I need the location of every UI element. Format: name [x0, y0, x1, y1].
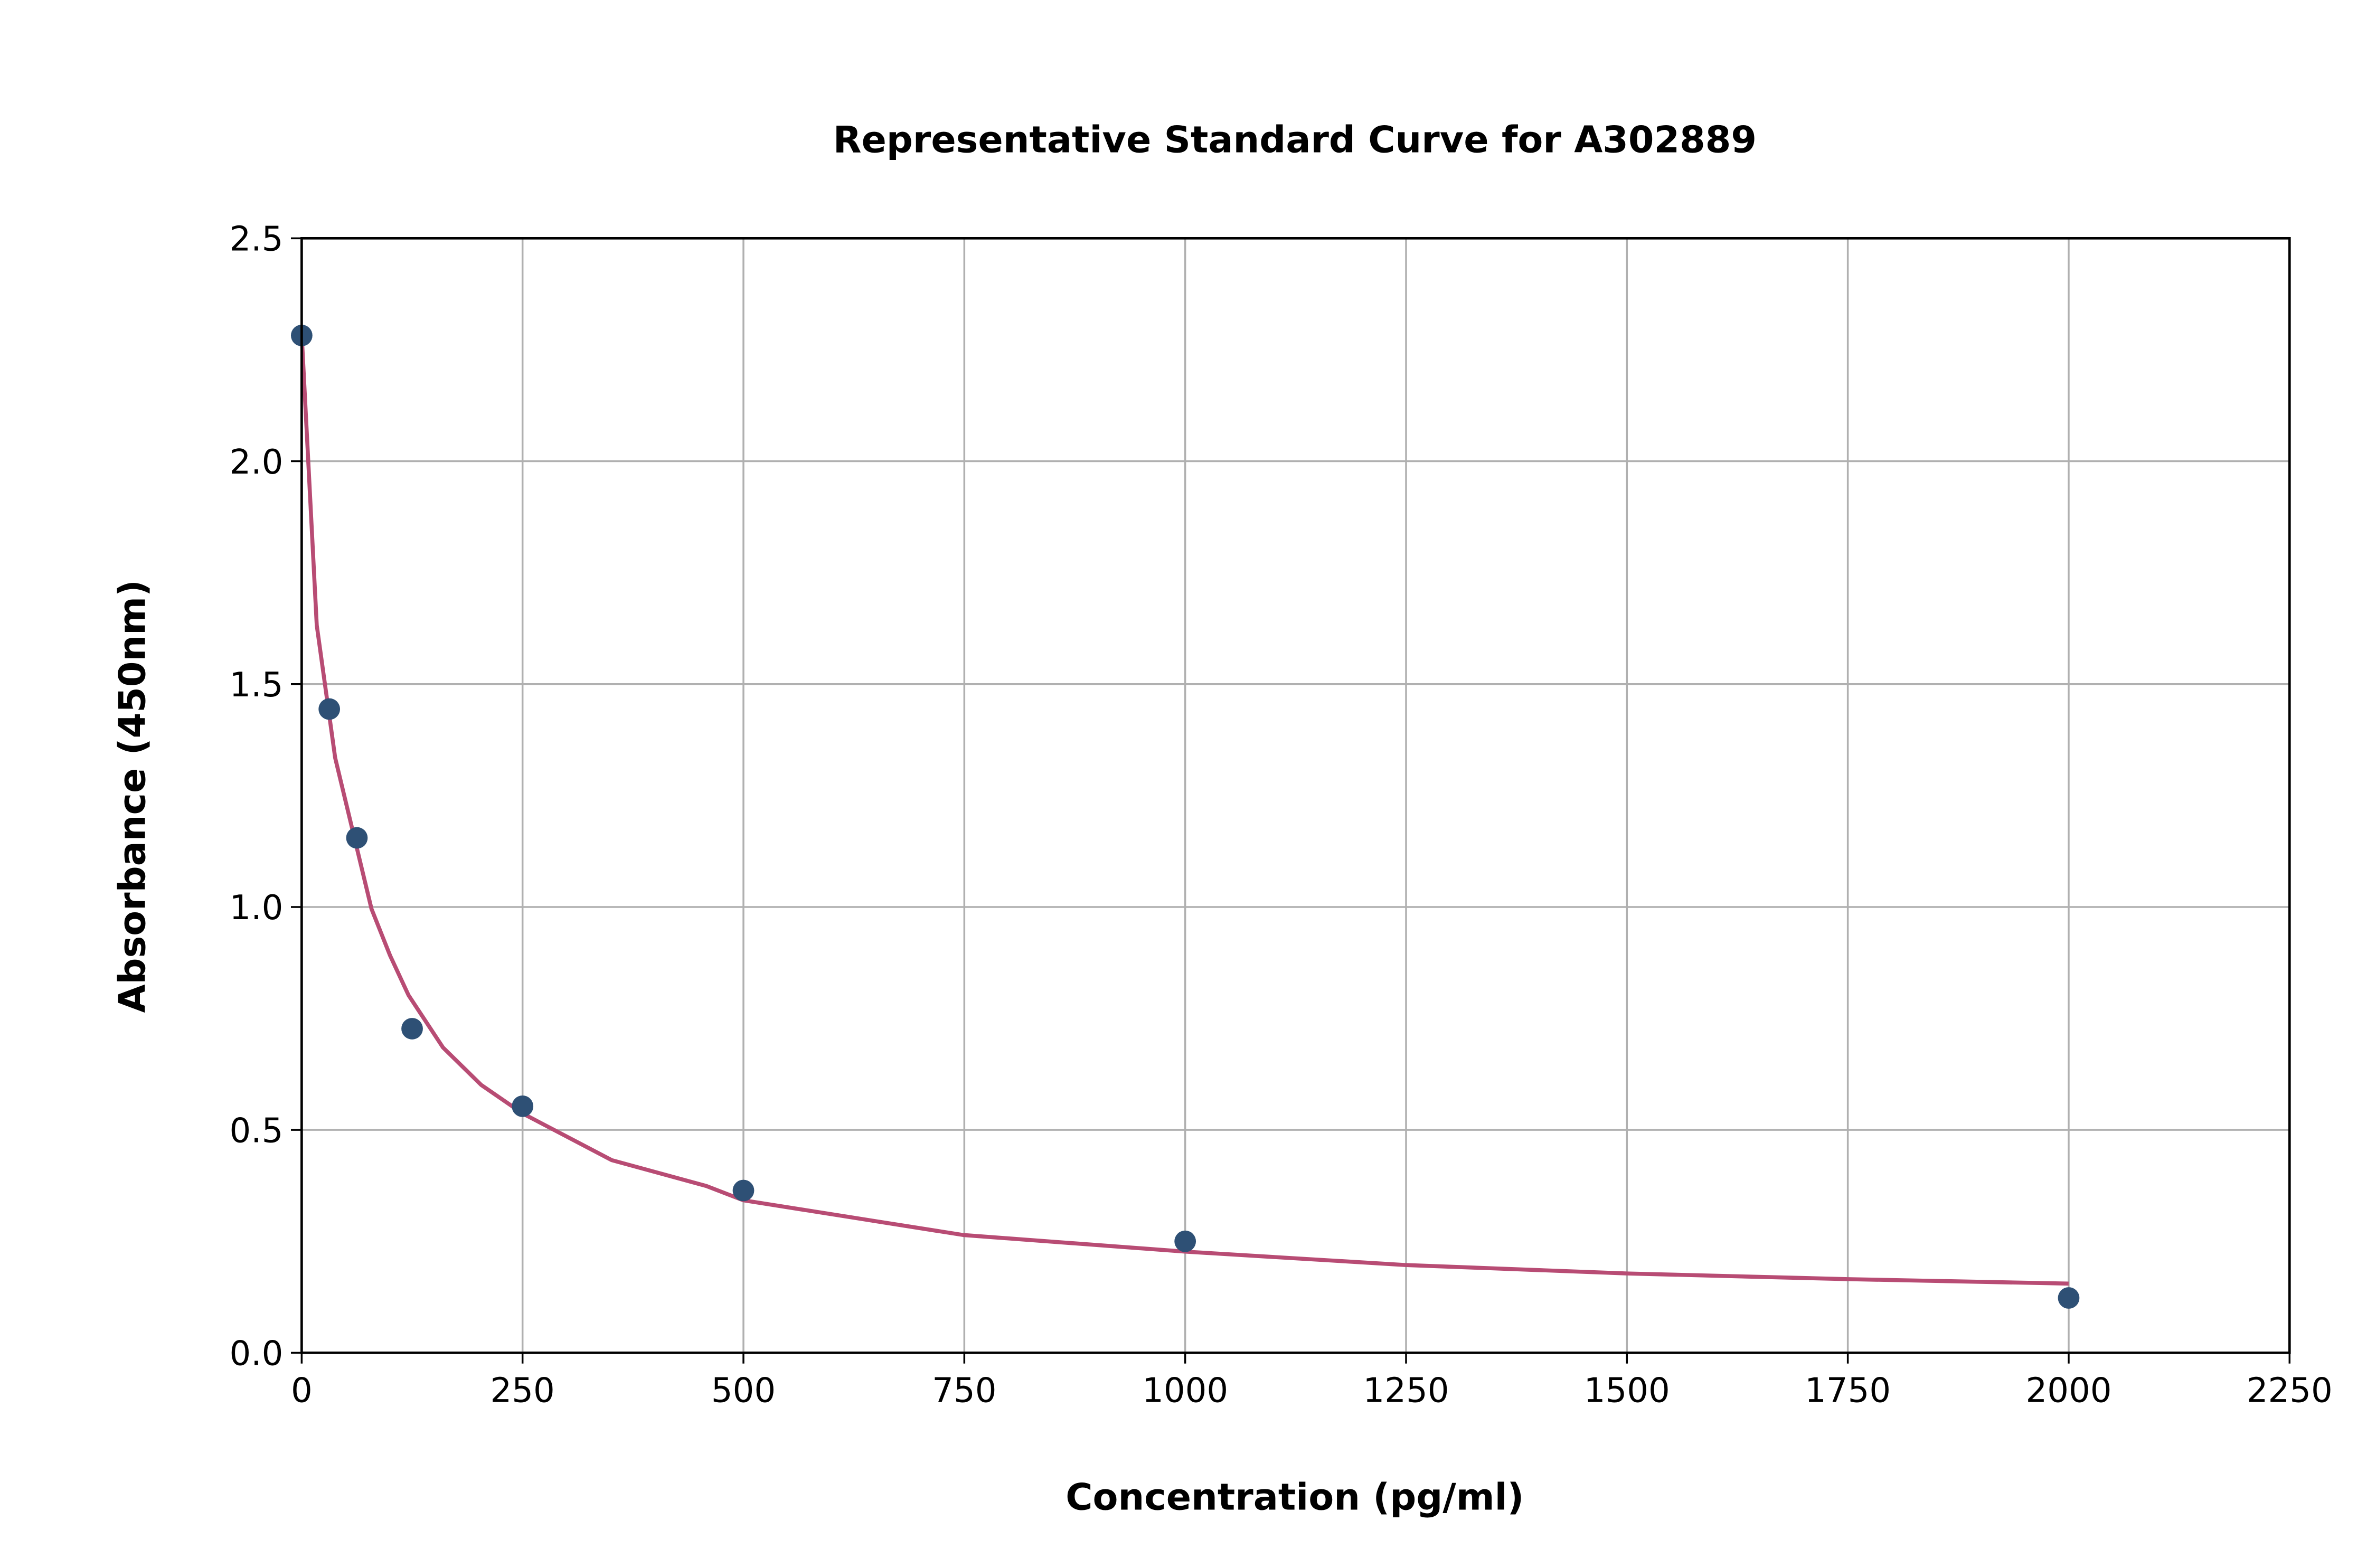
x-tick-label: 0 — [291, 1372, 313, 1411]
x-tick-label: 2250 — [2247, 1372, 2333, 1411]
y-axis-label: Absorbance (450nm) — [111, 580, 154, 1013]
ticks: 0 250 500 750 1000 1250 1500 1750 2000 2250 0.0 0.5… — [230, 220, 2333, 1411]
data-point — [346, 827, 368, 849]
fit-curve-layer — [299, 334, 2069, 1286]
fit-curve-line — [299, 334, 2069, 1286]
x-tick-label: 1500 — [1584, 1372, 1670, 1411]
y-tick-label: 0.5 — [230, 1111, 284, 1150]
data-point — [2058, 1287, 2080, 1309]
x-tick-label: 250 — [491, 1372, 555, 1411]
x-tick-label: 1250 — [1363, 1372, 1449, 1411]
x-tick-label: 500 — [711, 1372, 776, 1411]
plot-frame — [300, 237, 2291, 1354]
y-tick-label: 2.0 — [230, 443, 284, 482]
data-point — [1174, 1230, 1196, 1252]
data-point — [732, 1179, 755, 1202]
data-point — [512, 1095, 534, 1117]
x-tick-label: 2000 — [2025, 1372, 2111, 1411]
data-points-layer — [290, 325, 2080, 1309]
data-point — [318, 698, 341, 720]
x-tick-label: 750 — [932, 1372, 996, 1411]
y-tick-label: 1.5 — [230, 666, 284, 705]
data-point — [401, 1018, 423, 1040]
x-axis-label: Concentration (pg/ml) — [1066, 1476, 1524, 1518]
y-tick-label: 1.0 — [230, 889, 284, 928]
y-tick-label: 0.0 — [230, 1335, 284, 1374]
chart-title: Representative Standard Curve for A30288… — [833, 118, 1757, 161]
y-tick-label: 2.5 — [230, 220, 284, 259]
x-tick-label: 1000 — [1142, 1372, 1228, 1411]
x-tick-label: 1750 — [1805, 1372, 1891, 1411]
